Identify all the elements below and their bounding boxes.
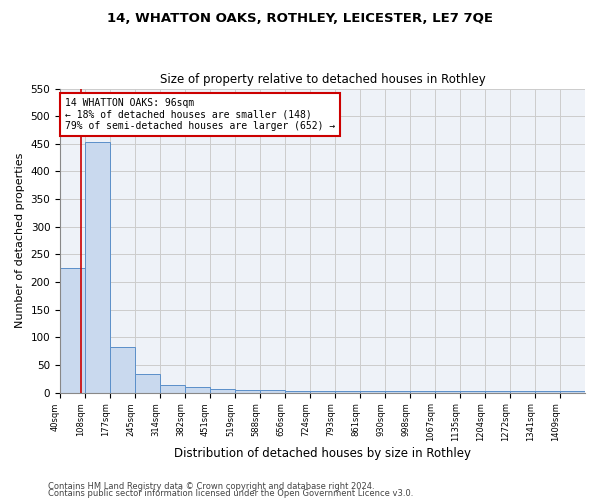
Bar	[260, 390, 285, 392]
Text: 14 WHATTON OAKS: 96sqm
← 18% of detached houses are smaller (148)
79% of semi-de: 14 WHATTON OAKS: 96sqm ← 18% of detached…	[65, 98, 335, 131]
Bar	[210, 388, 235, 392]
X-axis label: Distribution of detached houses by size in Rothley: Distribution of detached houses by size …	[174, 447, 471, 460]
Text: Contains HM Land Registry data © Crown copyright and database right 2024.: Contains HM Land Registry data © Crown c…	[48, 482, 374, 491]
Bar	[285, 391, 310, 392]
Text: 14, WHATTON OAKS, ROTHLEY, LEICESTER, LE7 7QE: 14, WHATTON OAKS, ROTHLEY, LEICESTER, LE…	[107, 12, 493, 26]
Bar	[235, 390, 260, 392]
Text: Contains public sector information licensed under the Open Government Licence v3: Contains public sector information licen…	[48, 489, 413, 498]
Bar	[310, 391, 335, 392]
Bar	[185, 387, 210, 392]
Y-axis label: Number of detached properties: Number of detached properties	[15, 153, 25, 328]
Title: Size of property relative to detached houses in Rothley: Size of property relative to detached ho…	[160, 73, 485, 86]
Bar	[60, 268, 85, 392]
Bar	[110, 346, 135, 393]
Bar	[85, 142, 110, 393]
Bar	[135, 374, 160, 392]
Bar	[160, 386, 185, 392]
